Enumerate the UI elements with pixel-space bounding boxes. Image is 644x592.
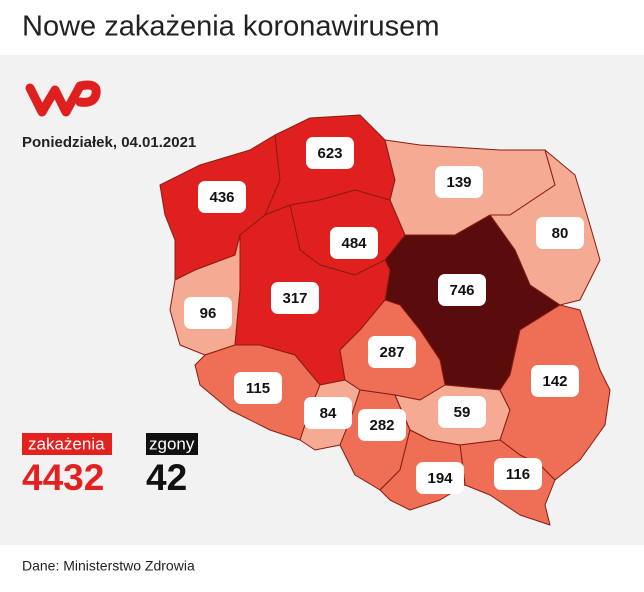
value-label: 80	[552, 225, 569, 242]
value-label-box	[184, 297, 232, 329]
value-label: 96	[200, 305, 217, 322]
title: Nowe zakażenia koronawirusem	[22, 11, 439, 43]
value-label-box	[435, 166, 483, 198]
cases-label-box	[22, 433, 112, 455]
value-label: 139	[446, 174, 471, 191]
value-label: 484	[341, 235, 367, 252]
value-label-box	[494, 458, 542, 490]
value-label: 84	[320, 405, 337, 422]
value-label-box	[198, 181, 246, 213]
value-label: 746	[449, 282, 474, 299]
value-label-box	[536, 217, 584, 249]
value-label-box	[368, 336, 416, 368]
value-label: 115	[246, 380, 270, 397]
value-label-box	[416, 462, 464, 494]
value-label: 623	[317, 145, 342, 162]
value-label-box	[531, 365, 579, 397]
value-label-box	[330, 227, 378, 259]
value-label: 59	[454, 404, 471, 421]
deaths-total: 42	[146, 457, 187, 498]
value-label-box	[438, 274, 486, 306]
value-label-box	[358, 409, 406, 441]
value-label: 142	[542, 373, 567, 390]
cases-total: 4432	[22, 457, 104, 498]
value-label: 287	[379, 344, 404, 361]
value-label-box	[234, 372, 282, 404]
date: Poniedziałek, 04.01.2021	[22, 134, 196, 151]
value-label: 194	[427, 470, 453, 487]
value-label: 282	[369, 417, 394, 434]
logo	[25, 80, 101, 117]
value-label: 116	[506, 466, 530, 483]
deaths-label-box	[146, 433, 198, 455]
value-label-box	[271, 282, 319, 314]
value-label-box	[438, 396, 486, 428]
value-label: 436	[209, 189, 234, 206]
cases-label: zakażenia	[28, 434, 105, 453]
value-label: 317	[282, 290, 307, 307]
value-label-box	[306, 137, 354, 169]
value-label-box	[304, 397, 352, 429]
source: Dane: Ministerstwo Zdrowia	[22, 558, 195, 574]
deaths-label: zgony	[149, 434, 195, 453]
